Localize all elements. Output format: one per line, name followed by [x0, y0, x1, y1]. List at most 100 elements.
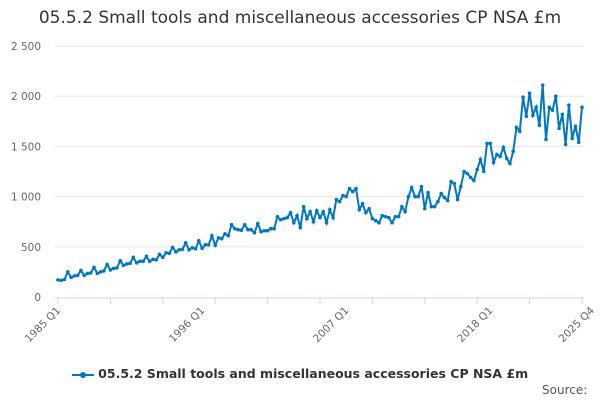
data-point — [170, 245, 175, 250]
data-point — [183, 240, 188, 245]
data-point — [301, 204, 306, 209]
data-point — [504, 156, 509, 161]
data-point — [380, 213, 385, 218]
data-point — [115, 266, 119, 270]
data-point — [350, 189, 355, 194]
data-point — [161, 255, 165, 260]
data-point — [282, 216, 286, 221]
data-point — [478, 157, 483, 162]
data-point — [239, 228, 244, 233]
data-point — [275, 214, 280, 219]
chart-title: 05.5.2 Small tools and miscellaneous acc… — [38, 8, 562, 28]
data-point — [524, 114, 529, 119]
data-point — [298, 225, 303, 230]
data-point — [151, 257, 155, 262]
data-point — [85, 271, 90, 276]
data-point — [88, 271, 93, 275]
x-tick-label: 2007 Q1 — [311, 305, 351, 345]
data-point — [210, 233, 214, 238]
data-point — [576, 140, 581, 145]
data-point — [472, 178, 476, 183]
data-point — [138, 259, 142, 264]
data-point — [423, 206, 427, 211]
data-point — [236, 227, 240, 232]
data-point — [318, 215, 322, 220]
data-point — [314, 208, 319, 213]
data-point — [262, 228, 267, 233]
data-point — [540, 83, 545, 87]
data-point — [229, 222, 234, 227]
data-point — [223, 231, 227, 236]
data-point — [206, 242, 211, 247]
data-point — [92, 265, 96, 270]
data-point — [124, 262, 129, 266]
data-point — [537, 123, 542, 128]
data-point — [167, 251, 172, 256]
y-tick-label: 1 500 — [11, 141, 41, 153]
legend[interactable]: 05.5.2 Small tools and miscellaneous acc… — [0, 366, 600, 381]
data-point — [331, 215, 335, 220]
data-point — [213, 243, 217, 248]
data-point — [390, 220, 394, 225]
data-point — [426, 190, 430, 195]
data-point — [334, 197, 339, 202]
data-point — [272, 226, 276, 231]
data-point — [190, 246, 195, 250]
data-point — [396, 214, 401, 219]
data-point — [567, 103, 571, 108]
data-point — [337, 199, 342, 204]
data-point — [475, 167, 480, 172]
data-point — [419, 184, 424, 189]
data-point — [554, 94, 558, 98]
y-tick-label: 0 — [34, 292, 41, 304]
data-point — [128, 261, 132, 266]
data-point — [111, 266, 116, 271]
series-line — [57, 85, 583, 282]
data-point — [141, 259, 145, 264]
data-point — [308, 209, 312, 214]
data-point — [534, 105, 538, 110]
source-label: Source: — [542, 383, 588, 397]
data-point — [393, 214, 398, 219]
data-point — [82, 273, 86, 278]
data-point — [233, 226, 237, 231]
data-point — [105, 262, 109, 267]
data-point — [580, 105, 584, 110]
data-point — [527, 91, 532, 95]
y-tick-label: 1 000 — [11, 192, 41, 204]
data-point — [321, 209, 326, 214]
data-point — [488, 141, 493, 146]
data-point — [544, 137, 548, 142]
data-point — [462, 169, 466, 174]
data-point — [66, 270, 70, 274]
data-point — [573, 124, 578, 129]
data-point — [449, 179, 453, 184]
data-point — [557, 126, 561, 131]
x-tick-label: 2025 Q4 — [557, 304, 598, 345]
data-point — [174, 250, 178, 254]
data-point — [409, 185, 414, 190]
data-point — [187, 248, 191, 252]
data-point — [403, 209, 407, 214]
data-point — [219, 236, 224, 241]
data-point — [72, 274, 77, 278]
data-point — [406, 194, 411, 199]
data-point — [511, 149, 516, 154]
data-point — [242, 222, 247, 227]
data-point — [203, 242, 208, 247]
data-point — [344, 194, 349, 199]
data-point — [200, 246, 204, 251]
data-point — [59, 278, 64, 283]
data-point — [305, 216, 309, 221]
data-point — [164, 251, 168, 255]
data-point — [501, 145, 506, 150]
data-point — [491, 160, 496, 165]
data-point — [416, 194, 421, 199]
data-point — [547, 105, 552, 110]
data-point — [432, 204, 437, 209]
data-point — [95, 271, 100, 276]
data-point — [193, 247, 198, 251]
data-point — [373, 218, 378, 223]
data-point — [311, 219, 316, 224]
